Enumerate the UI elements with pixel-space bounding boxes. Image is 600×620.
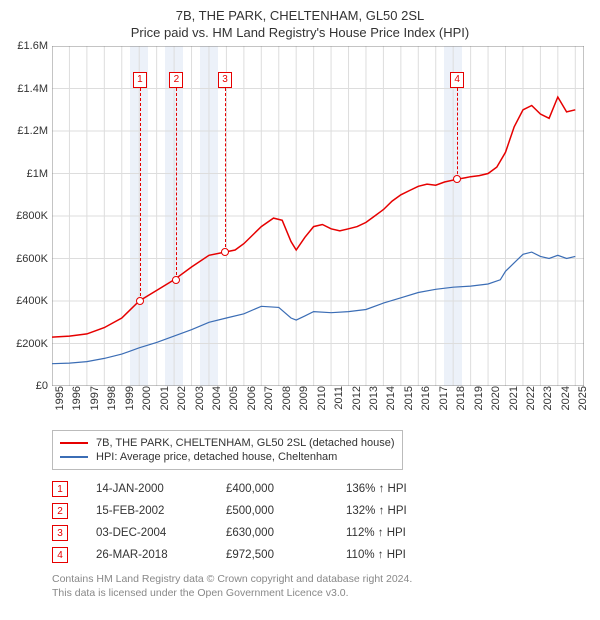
x-axis-tick-label: 2000 — [135, 386, 153, 410]
x-axis-tick-label: 2021 — [502, 386, 520, 410]
marker-dot — [453, 175, 461, 183]
y-axis-tick-label: £1.2M — [17, 125, 48, 137]
x-axis-tick-label: 2014 — [379, 386, 397, 410]
marker-table-number-box: 2 — [52, 503, 68, 519]
marker-table-row: 3 03-DEC-2004£630,000112% ↑ HPI — [52, 522, 590, 544]
y-axis-tick-label: £200K — [16, 338, 48, 350]
marker-dot — [136, 297, 144, 305]
x-axis-tick-label: 2011 — [327, 386, 345, 410]
legend-label: 7B, THE PARK, CHELTENHAM, GL50 2SL (deta… — [96, 437, 395, 449]
x-axis-tick-label: 2013 — [362, 386, 380, 410]
marker-number-box: 3 — [218, 72, 232, 88]
legend-swatch — [60, 442, 88, 444]
footer-attribution: Contains HM Land Registry data © Crown c… — [52, 572, 590, 600]
y-axis-tick-label: £1.6M — [17, 40, 48, 52]
marker-hpi: 136% ↑ HPI — [346, 483, 407, 495]
x-axis-tick-label: 2012 — [345, 386, 363, 410]
x-axis-tick-label: 2010 — [310, 386, 328, 410]
marker-dashed-line — [140, 88, 141, 302]
x-axis-tick-label: 2025 — [571, 386, 589, 410]
x-axis-tick-label: 2003 — [188, 386, 206, 410]
x-axis-tick-label: 2017 — [432, 386, 450, 410]
marker-date: 03-DEC-2004 — [96, 527, 226, 539]
marker-number-box: 2 — [169, 72, 183, 88]
x-axis-tick-label: 1999 — [118, 386, 136, 410]
marker-price: £972,500 — [226, 549, 346, 561]
x-axis-tick-label: 2016 — [414, 386, 432, 410]
footer-line-2: This data is licensed under the Open Gov… — [52, 586, 590, 600]
x-axis-tick-label: 2019 — [467, 386, 485, 410]
x-axis-tick-label: 2023 — [536, 386, 554, 410]
marker-hpi: 132% ↑ HPI — [346, 505, 407, 517]
marker-dot — [172, 276, 180, 284]
footer-line-1: Contains HM Land Registry data © Crown c… — [52, 572, 590, 586]
marker-date: 26-MAR-2018 — [96, 549, 226, 561]
chart-titles: 7B, THE PARK, CHELTENHAM, GL50 2SL Price… — [10, 8, 590, 40]
x-axis-tick-label: 2022 — [519, 386, 537, 410]
y-axis-tick-label: £400K — [16, 295, 48, 307]
marker-date: 15-FEB-2002 — [96, 505, 226, 517]
marker-table-number-box: 4 — [52, 547, 68, 563]
x-axis-tick-label: 1995 — [48, 386, 66, 410]
x-axis-tick-label: 2007 — [257, 386, 275, 410]
marker-table-number-box: 3 — [52, 525, 68, 541]
chart-svg — [52, 46, 584, 386]
marker-number-box: 1 — [133, 72, 147, 88]
x-axis-tick-label: 2002 — [170, 386, 188, 410]
y-axis-tick-label: £0 — [36, 380, 48, 392]
x-axis-tick-label: 1997 — [83, 386, 101, 410]
x-axis-tick-label: 2005 — [222, 386, 240, 410]
x-axis-tick-label: 2018 — [449, 386, 467, 410]
marker-table-row: 4 26-MAR-2018£972,500110% ↑ HPI — [52, 544, 590, 566]
price-chart: £0£200K£400K£600K£800K£1M£1.2M£1.4M£1.6M… — [52, 46, 584, 386]
marker-date: 14-JAN-2000 — [96, 483, 226, 495]
legend: 7B, THE PARK, CHELTENHAM, GL50 2SL (deta… — [52, 430, 403, 470]
title-sub: Price paid vs. HM Land Registry's House … — [10, 25, 590, 40]
marker-table-row: 1 14-JAN-2000£400,000136% ↑ HPI — [52, 478, 590, 500]
marker-dot — [221, 248, 229, 256]
marker-dashed-line — [225, 88, 226, 253]
marker-hpi: 110% ↑ HPI — [346, 549, 406, 561]
x-axis-tick-label: 2008 — [275, 386, 293, 410]
legend-swatch — [60, 456, 88, 458]
marker-price: £630,000 — [226, 527, 346, 539]
title-main: 7B, THE PARK, CHELTENHAM, GL50 2SL — [10, 8, 590, 23]
x-axis-tick-label: 1996 — [65, 386, 83, 410]
y-axis-tick-label: £600K — [16, 253, 48, 265]
y-axis-tick-label: £800K — [16, 210, 48, 222]
x-axis-tick-label: 2001 — [153, 386, 171, 410]
x-axis-tick-label: 2006 — [240, 386, 258, 410]
x-axis-tick-label: 1998 — [100, 386, 118, 410]
marker-dashed-line — [176, 88, 177, 280]
x-axis-tick-label: 2020 — [484, 386, 502, 410]
legend-row: HPI: Average price, detached house, Chel… — [60, 450, 395, 464]
marker-hpi: 112% ↑ HPI — [346, 527, 406, 539]
x-axis-tick-label: 2004 — [205, 386, 223, 410]
y-axis-tick-label: £1M — [27, 168, 48, 180]
marker-price: £400,000 — [226, 483, 346, 495]
x-axis-tick-label: 2024 — [554, 386, 572, 410]
y-axis-tick-label: £1.4M — [17, 83, 48, 95]
legend-row: 7B, THE PARK, CHELTENHAM, GL50 2SL (deta… — [60, 436, 395, 450]
marker-table-row: 2 15-FEB-2002£500,000132% ↑ HPI — [52, 500, 590, 522]
marker-table-number-box: 1 — [52, 481, 68, 497]
x-axis-tick-label: 2015 — [397, 386, 415, 410]
x-axis-tick-label: 2009 — [292, 386, 310, 410]
legend-label: HPI: Average price, detached house, Chel… — [96, 451, 337, 463]
marker-price: £500,000 — [226, 505, 346, 517]
marker-number-box: 4 — [450, 72, 464, 88]
markers-table: 1 14-JAN-2000£400,000136% ↑ HPI 2 15-FEB-20… — [52, 478, 590, 566]
marker-dashed-line — [457, 88, 458, 180]
